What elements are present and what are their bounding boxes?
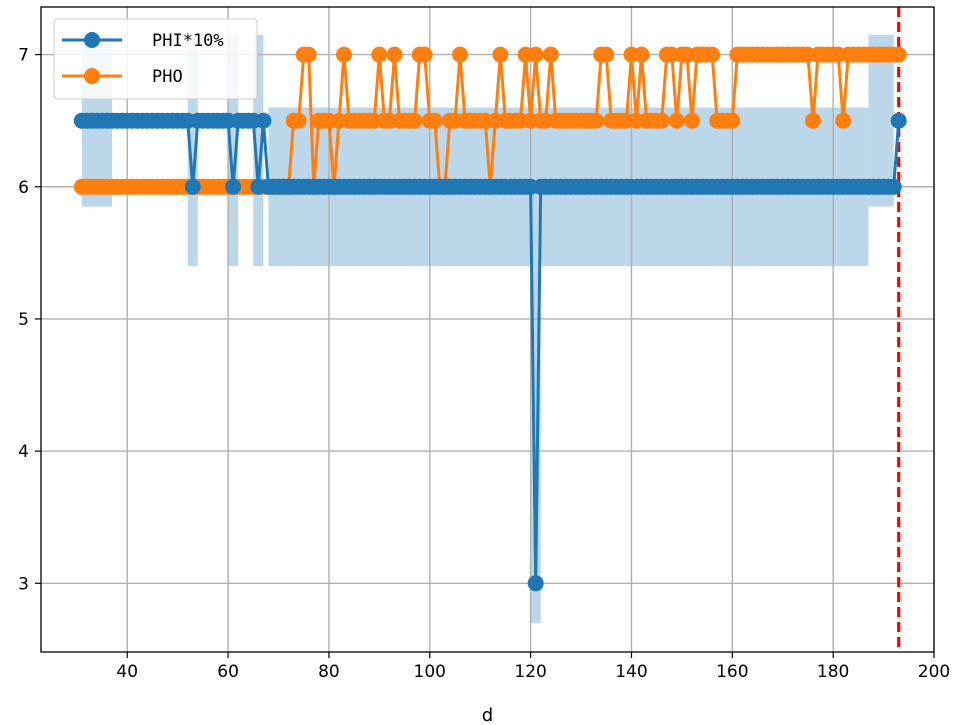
x-tick-label: 60 (217, 662, 239, 682)
x-tick-label: 160 (716, 662, 748, 682)
data-point (684, 112, 700, 129)
x-tick-label: 100 (414, 662, 446, 682)
data-point (386, 46, 403, 63)
data-point (890, 112, 907, 129)
legend-entry-phi: PHI*10% (62, 31, 224, 51)
legend-label-phi: PHI*10% (152, 31, 224, 51)
y-tick-label: 3 (18, 574, 29, 594)
legend: PHI*10% PHO (53, 18, 258, 100)
data-point (492, 46, 509, 63)
data-point (290, 112, 307, 129)
series-layer (73, 46, 907, 592)
data-point (527, 575, 544, 592)
data-point (704, 46, 721, 63)
legend-entry-pho: PHO (62, 67, 183, 87)
data-point (300, 46, 317, 63)
data-point (336, 46, 352, 63)
x-tick-label: 80 (318, 662, 340, 682)
data-point (527, 46, 544, 63)
data-point (225, 178, 242, 195)
y-tick-label: 4 (18, 442, 29, 462)
x-axis-label: d (482, 705, 493, 725)
legend-marker-pho (84, 68, 100, 84)
data-point (653, 112, 670, 129)
data-point (255, 112, 272, 129)
x-tick-label: 200 (918, 662, 950, 682)
data-point (452, 46, 468, 63)
data-point (588, 112, 605, 129)
x-tick-label: 180 (817, 662, 849, 682)
x-tick-label: 140 (615, 662, 647, 682)
data-point (184, 178, 201, 195)
y-tick-label: 7 (18, 46, 29, 66)
y-tick-label: 5 (18, 310, 29, 330)
y-tick-label: 6 (18, 178, 29, 198)
x-tick-label: 120 (514, 662, 546, 682)
tick-layer: 40 60 80 100 120 140 160 180 200 3 4 5 6 7 (18, 46, 950, 682)
data-point (890, 46, 907, 63)
data-point (885, 178, 902, 195)
data-point (835, 112, 852, 129)
data-point (668, 112, 685, 129)
data-point (406, 112, 423, 129)
x-tick-label: 40 (116, 662, 138, 682)
data-point (371, 46, 388, 63)
data-point (805, 112, 821, 129)
legend-marker-phi (84, 32, 100, 48)
grid-layer (41, 7, 935, 652)
data-point (416, 46, 433, 63)
data-point (633, 46, 650, 63)
data-point (542, 46, 559, 63)
series-0 (73, 112, 907, 592)
band-segment-6 (868, 34, 894, 207)
data-point (724, 112, 741, 129)
plot-frame (40, 6, 935, 653)
data-point (426, 112, 443, 129)
data-point (598, 46, 615, 63)
legend-label-pho: PHO (152, 67, 183, 87)
